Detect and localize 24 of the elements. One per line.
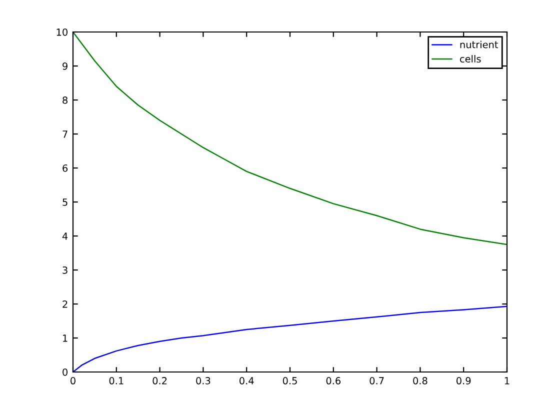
- x-tick-label: 0.8: [413, 377, 428, 384]
- y-tick-label: 0: [62, 368, 68, 376]
- x-tick-label: 0.4: [240, 377, 254, 384]
- legend-label: cells: [460, 55, 481, 63]
- x-tick-label: 0.6: [326, 377, 341, 384]
- y-tick-label: 8: [62, 96, 68, 104]
- y-tick-label: 5: [62, 198, 68, 206]
- x-tick-label: 0: [70, 377, 76, 384]
- y-tick-label: 6: [62, 164, 68, 172]
- x-tick-label: 0.5: [282, 377, 297, 384]
- y-tick-label: 10: [56, 28, 68, 36]
- y-tick-label: 3: [62, 266, 68, 274]
- y-tick-label: 1: [63, 334, 68, 342]
- y-tick-label: 9: [62, 62, 68, 70]
- x-tick-label: 0.7: [370, 377, 384, 384]
- y-tick-label: 7: [62, 130, 68, 138]
- legend-label: nutrient: [460, 40, 498, 48]
- x-tick-label: 0.3: [196, 377, 210, 384]
- y-tick-label: 4: [62, 232, 68, 240]
- x-tick-label: 1: [504, 377, 510, 384]
- x-tick-label: 0.2: [152, 377, 167, 384]
- y-tick-label: 2: [62, 300, 68, 308]
- x-tick-label: 0.9: [456, 377, 471, 384]
- x-tick-label: 0.1: [109, 377, 124, 384]
